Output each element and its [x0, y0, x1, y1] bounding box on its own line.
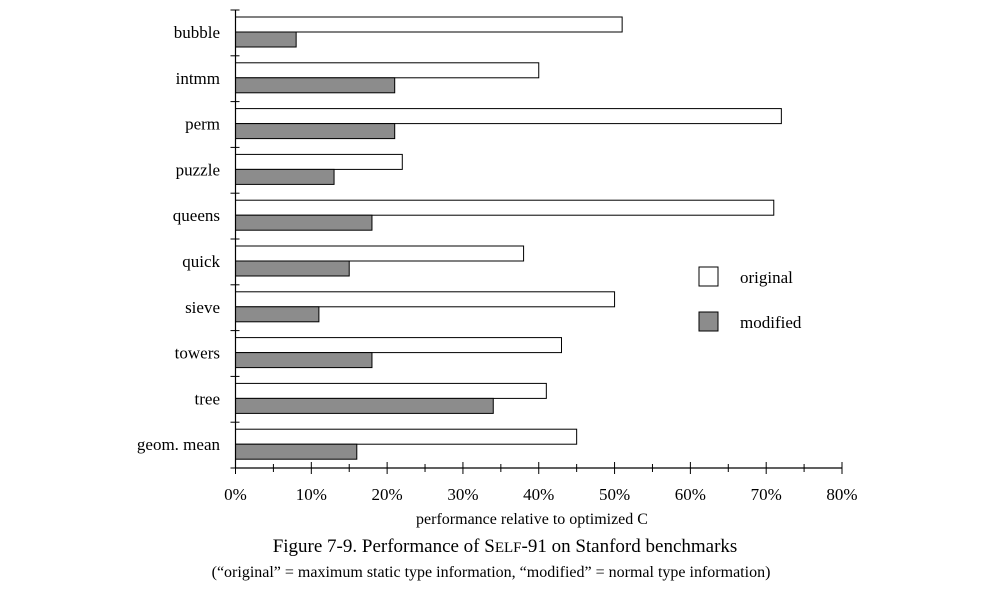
caption-suffix: -91 on Stanford benchmarks: [522, 536, 738, 557]
x-tick-label: 50%: [599, 485, 630, 504]
bar-original-puzzle: [235, 153, 403, 170]
legend-swatch-modified: [698, 311, 719, 332]
bar-original-quick: [235, 245, 525, 262]
x-tick-label: 0%: [224, 485, 247, 504]
x-tick-label: 80%: [826, 485, 857, 504]
bar-modified-towers: [235, 352, 373, 369]
caption-smallcaps: ELF: [495, 540, 522, 556]
bar-modified-puzzle: [235, 168, 335, 185]
figure-caption: Figure 7-9. Performance of SELF-91 on St…: [273, 536, 738, 557]
axes-layer: bubble intmm perm puzzle queens quick sieve tow…: [137, 9, 858, 504]
caption-prefix: Figure 7-9. Performance of S: [273, 536, 495, 557]
bar-original-queens: [235, 199, 775, 216]
x-tick-label: 60%: [675, 485, 706, 504]
bar-modified-geom-mean: [235, 443, 358, 460]
bar-modified-quick: [235, 260, 350, 277]
bar-modified-intmm: [235, 77, 396, 94]
x-tick-label: 40%: [523, 485, 554, 504]
bar-original-bubble: [235, 16, 623, 33]
category-label: queens: [173, 206, 220, 225]
category-label: intmm: [176, 69, 220, 88]
legend-label-original: original: [740, 268, 793, 287]
legend: original modified: [698, 266, 802, 332]
bar-original-tree: [235, 382, 547, 399]
bar-original-sieve: [235, 291, 616, 308]
category-label: towers: [175, 344, 220, 363]
bar-modified-sieve: [235, 306, 320, 323]
category-label: geom. mean: [137, 435, 221, 454]
category-label: tree: [195, 389, 220, 408]
figure-subcaption: (“original” = maximum static type inform…: [212, 564, 771, 581]
bar-original-perm: [235, 108, 782, 125]
bars-layer: [235, 16, 782, 460]
bar-modified-queens: [235, 214, 373, 231]
x-tick-label: 70%: [751, 485, 782, 504]
bar-original-intmm: [235, 62, 540, 79]
x-tick-label: 20%: [372, 485, 403, 504]
legend-swatch-original: [698, 266, 719, 287]
category-label: sieve: [185, 298, 220, 317]
x-tick-label: 10%: [296, 485, 327, 504]
category-label: bubble: [174, 23, 220, 42]
legend-label-modified: modified: [740, 313, 802, 332]
bar-original-geom-mean: [235, 428, 578, 445]
category-label: perm: [185, 115, 220, 134]
bar-original-towers: [235, 337, 562, 354]
bar-modified-tree: [235, 397, 494, 414]
category-label: quick: [182, 252, 220, 271]
bar-modified-bubble: [235, 31, 297, 48]
x-tick-label: 30%: [447, 485, 478, 504]
bar-modified-perm: [235, 123, 396, 140]
category-label: puzzle: [176, 160, 220, 179]
x-axis-title: performance relative to optimized C: [416, 511, 648, 528]
